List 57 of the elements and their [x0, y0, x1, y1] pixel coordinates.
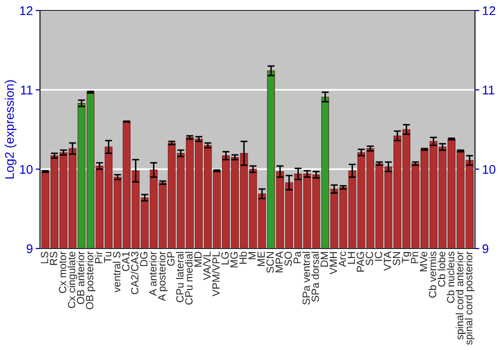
x-tick-label: LG — [221, 252, 229, 264]
x-tick-label: MPA — [276, 251, 283, 272]
x-tick-label: RS — [50, 252, 58, 265]
x-tick-label: VTA — [384, 251, 392, 271]
x-tick-label: SPa ventral — [302, 252, 310, 305]
x-tick-label: SPa dorsal — [311, 252, 319, 302]
x-tick-label: SCN — [266, 252, 274, 273]
x-tick-label: CA2/CA3 — [130, 252, 138, 294]
x-tick-label: Arc — [338, 252, 346, 267]
x-tick-label: A anterior — [148, 251, 157, 296]
x-tick-label: OB anterior — [76, 251, 84, 304]
x-tick-label: LH — [348, 252, 355, 264]
x-tick-label: SO — [284, 252, 292, 266]
x-tick-label: spinal cord posterior — [464, 251, 474, 345]
x-tick-label: CPu lateral — [176, 252, 184, 302]
x-tick-label: CA1 — [122, 252, 130, 272]
x-tick-label: Tg — [402, 252, 412, 264]
x-tick-label: Cx cingulate — [68, 252, 78, 308]
x-tick-label: GP — [167, 252, 175, 266]
x-tick-label: Cb lobe — [438, 252, 446, 287]
x-tick-label: MD — [194, 252, 202, 267]
x-tick-label: ME — [258, 252, 265, 266]
x-tick-label: SC — [366, 252, 374, 266]
x-tick-label: MG — [230, 252, 238, 268]
y2-tick-label: 11 — [482, 86, 494, 94]
x-tick-label: DG — [140, 252, 148, 266]
y-tick-label: 12 — [20, 6, 32, 16]
y-tick-label: 9 — [26, 244, 32, 254]
y2-tick-label: 9 — [482, 244, 488, 254]
x-tick-label: LS — [40, 252, 48, 264]
x-tick-label: VA/VL — [203, 252, 211, 280]
x-tick-label: Cx motor — [58, 251, 66, 293]
x-tick-label: MVe — [420, 252, 428, 272]
x-tick-label: Pn — [410, 252, 418, 264]
x-tick-label: Tu — [104, 252, 112, 263]
x-tick-label: Cb nucleus — [446, 252, 454, 303]
x-tick-label: A posterior — [158, 251, 168, 302]
x-tick-label: VMH — [330, 252, 337, 274]
x-tick-label: IC — [374, 252, 382, 261]
x-tick-label: CPu medial — [184, 252, 193, 305]
x-tick-label: DM — [320, 252, 328, 267]
x-tick-label: Hb — [239, 252, 247, 264]
x-tick-label: Pa — [294, 251, 301, 264]
x-tick-label: ventral S — [112, 252, 120, 292]
x-tick-label: Cb vermis — [428, 252, 436, 298]
y2-tick-label: 12 — [482, 6, 496, 16]
x-tick-label: VPM/VPL — [212, 252, 220, 296]
y-axis-title: Log2 (expression) — [4, 80, 16, 178]
y-tick-label: 11 — [21, 86, 32, 94]
x-tick-label: spinal cord anterior — [456, 251, 466, 340]
y2-tick-label: 10 — [482, 164, 496, 174]
x-tick-label: SN — [392, 252, 400, 266]
x-tick-label: PAG — [356, 252, 364, 272]
y-tick-label: 10 — [20, 164, 33, 174]
x-tick-label: OB posterior — [86, 251, 96, 310]
x-tick-label: M — [248, 252, 256, 260]
x-tick-label: Pir — [94, 251, 102, 264]
